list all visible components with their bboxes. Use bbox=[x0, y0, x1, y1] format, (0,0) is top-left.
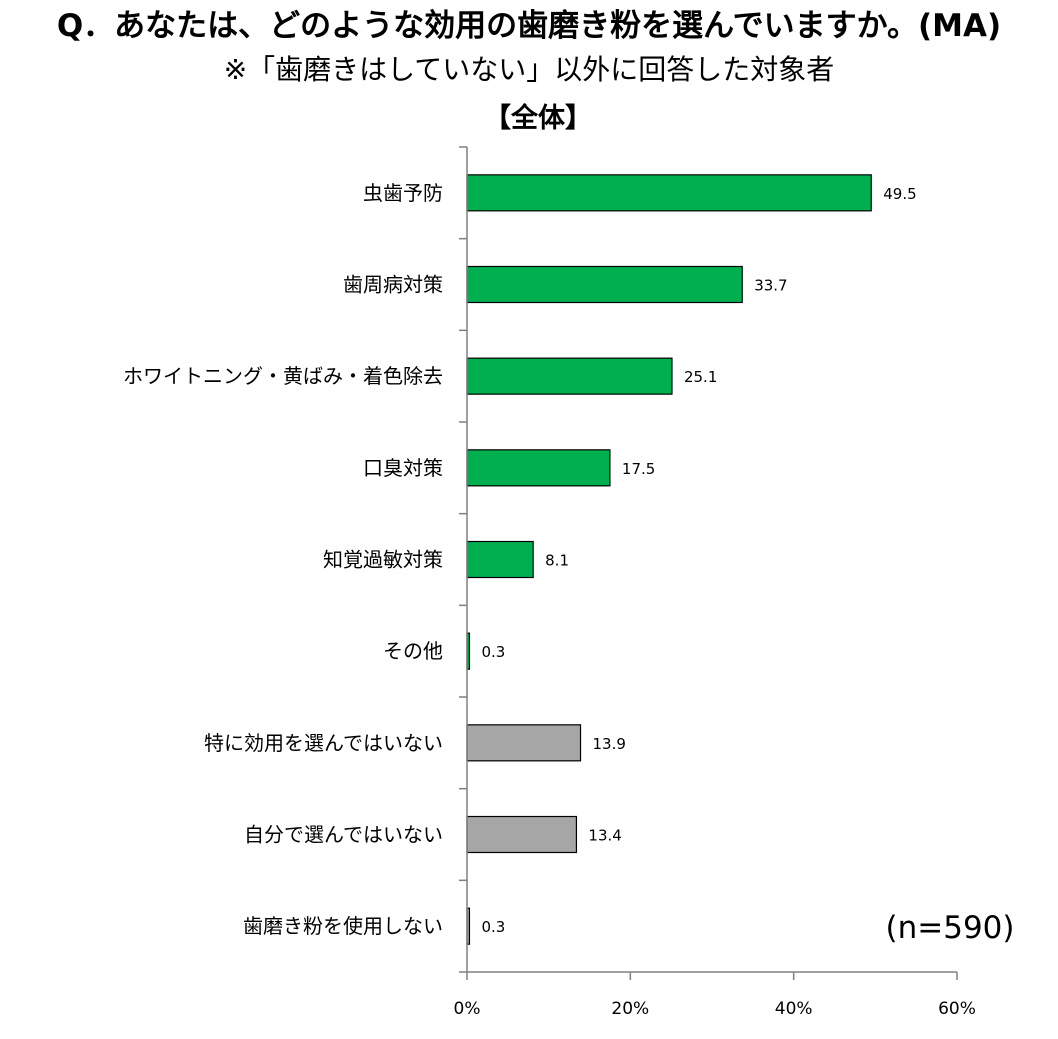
category-label: 歯周病対策 bbox=[343, 273, 443, 297]
x-tick-label: 40% bbox=[775, 999, 813, 1019]
category-label: 特に効用を選んではいない bbox=[204, 731, 443, 755]
axes-group bbox=[459, 146, 958, 980]
bars-group bbox=[466, 174, 872, 945]
value-label: 33.7 bbox=[754, 277, 787, 295]
value-label: 49.5 bbox=[883, 185, 916, 203]
x-tick-label: 20% bbox=[611, 999, 649, 1019]
chart-subtitle: ※「歯磨きはしていない」以外に回答した対象者 bbox=[223, 53, 835, 86]
category-label: その他 bbox=[383, 639, 443, 663]
value-label: 8.1 bbox=[545, 552, 569, 570]
value-label: 0.3 bbox=[481, 918, 505, 936]
category-label: 虫歯予防 bbox=[363, 181, 443, 205]
labels-group: 虫歯予防 49.5 歯周病対策 33.7 ホワイトニング・黄ばみ・着色除去 25.1 口臭対… bbox=[123, 181, 976, 1019]
bar-3 bbox=[466, 357, 673, 395]
value-label: 0.3 bbox=[481, 643, 505, 661]
chart-title: Q．あなたは、どのような効用の歯磨き粉を選んでいますか。(MA) bbox=[56, 8, 1002, 44]
category-label: 知覚過敏対策 bbox=[323, 548, 443, 572]
section-label: 【全体】 bbox=[484, 103, 592, 134]
category-label: ホワイトニング・黄ばみ・着色除去 bbox=[123, 364, 443, 388]
value-label: 13.4 bbox=[588, 827, 621, 845]
bar-5 bbox=[466, 540, 534, 579]
bar-2 bbox=[466, 265, 743, 304]
bar-1 bbox=[466, 174, 872, 212]
value-label: 13.9 bbox=[593, 735, 626, 753]
category-label: 歯磨き粉を使用しない bbox=[243, 914, 443, 938]
category-label: 口臭対策 bbox=[363, 456, 443, 480]
bar-4 bbox=[466, 449, 611, 487]
sample-size-label: (n=590) bbox=[885, 910, 1015, 946]
x-tick-label: 0% bbox=[454, 999, 481, 1019]
category-label: 自分で選んではいない bbox=[244, 823, 443, 847]
value-label: 17.5 bbox=[622, 460, 655, 478]
value-label: 25.1 bbox=[684, 368, 717, 386]
bar-8 bbox=[466, 815, 578, 854]
x-tick-label: 60% bbox=[938, 999, 976, 1019]
bar-7 bbox=[466, 724, 582, 762]
